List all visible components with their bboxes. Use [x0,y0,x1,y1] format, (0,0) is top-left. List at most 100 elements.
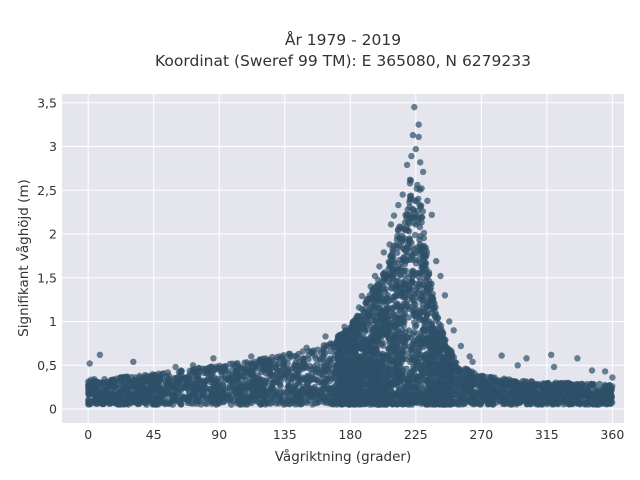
data-point [403,400,411,408]
data-point [91,395,98,403]
data-point [138,391,145,398]
data-point [550,363,558,371]
data-point [374,291,382,299]
chart-subtitle: Koordinat (Sweref 99 TM): E 365080, N 62… [155,52,531,70]
data-point [404,257,411,264]
data-point [405,386,413,394]
data-point [566,388,573,395]
data-point [574,380,581,388]
data-point [560,389,568,396]
data-point [477,400,485,408]
data-point [466,379,473,386]
data-point [508,389,515,396]
data-point [361,339,368,347]
data-point [106,398,114,405]
data-point [311,400,319,407]
data-point [351,362,358,370]
data-point [149,384,156,391]
data-point [395,201,402,209]
data-point [130,358,137,365]
data-point [133,390,140,398]
data-point [305,356,312,363]
data-point [213,401,220,408]
data-point [272,357,280,364]
data-point [215,364,222,372]
data-point [375,377,382,384]
data-point [289,399,297,407]
data-point [575,391,583,399]
y-tick-label: 2,5 [37,183,57,198]
data-point [237,383,244,390]
data-points [85,103,616,408]
data-point [335,341,343,348]
data-point [210,355,217,362]
data-point [431,350,438,357]
data-point [587,396,594,403]
data-point [410,300,417,307]
data-point [296,387,303,395]
data-point [351,386,358,393]
data-point [419,395,427,403]
data-point [204,365,211,372]
data-point [410,376,417,383]
data-point [395,353,402,360]
data-point [277,382,284,390]
data-point [513,383,520,391]
data-point [411,103,418,111]
data-point [128,379,136,386]
data-point [161,397,168,404]
data-point [243,393,250,401]
data-point [321,399,328,406]
data-point [369,383,376,390]
data-point [369,297,376,305]
data-point [111,389,119,396]
data-point [203,377,210,384]
data-point [416,236,423,243]
data-point [386,241,393,248]
data-point [469,358,476,365]
data-point [373,338,380,345]
data-point [428,305,435,313]
data-point [388,304,395,312]
data-point [417,366,425,373]
data-point [163,373,171,381]
data-point [292,366,300,374]
data-point [295,380,303,387]
data-point [338,382,345,389]
data-point [387,221,395,228]
data-point [191,390,198,398]
data-point [181,384,189,391]
data-point [212,379,220,387]
data-point [469,392,476,400]
data-point [334,349,341,356]
data-point [133,395,140,402]
data-point [544,386,551,393]
data-point [229,365,236,373]
data-point [550,382,557,389]
data-point [522,382,530,390]
data-point [193,380,200,388]
data-point [368,304,375,311]
data-point [374,390,381,397]
data-point [412,231,419,239]
data-point [262,355,269,362]
data-point [314,346,321,353]
data-point [310,376,317,383]
data-point [590,401,597,408]
data-point [574,355,581,362]
data-point [268,385,276,393]
data-point [334,387,341,394]
x-tick-label: 270 [469,427,493,442]
data-point [588,380,595,388]
data-point [325,375,332,383]
data-point [401,277,408,284]
data-point [538,383,545,390]
data-point [197,401,205,408]
data-point [425,341,433,349]
data-point [425,349,432,356]
data-point [418,263,426,270]
data-point [96,389,104,396]
data-point [390,259,398,266]
data-point [418,185,425,192]
